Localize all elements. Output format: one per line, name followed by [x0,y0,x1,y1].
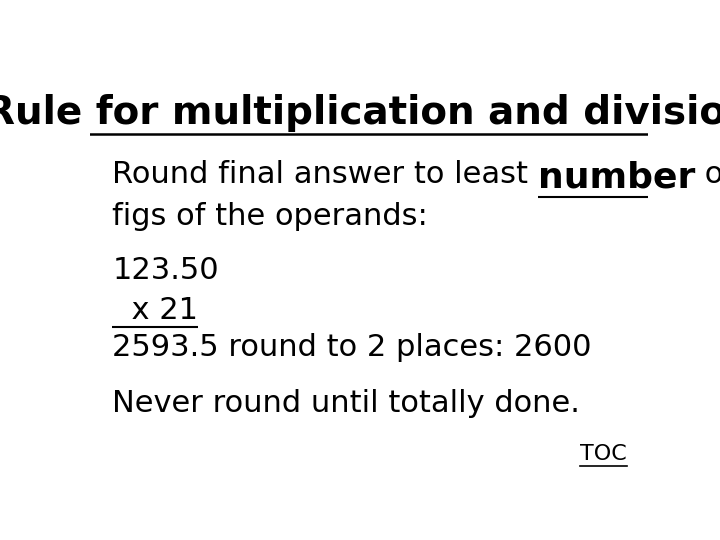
Text: 123.50: 123.50 [112,256,219,285]
Text: figs of the operands:: figs of the operands: [112,202,428,231]
Text: Never round until totally done.: Never round until totally done. [112,389,580,418]
Text: x 21: x 21 [112,295,198,325]
Text: 2593.5 round to 2 places: 2600: 2593.5 round to 2 places: 2600 [112,333,592,362]
Text: Round final answer to least: Round final answer to least [112,160,538,190]
Text: TOC: TOC [580,444,626,464]
Text: number: number [538,160,696,194]
Text: of sig: of sig [696,160,720,190]
Text: Rule for multiplication and division: Rule for multiplication and division [0,94,720,132]
